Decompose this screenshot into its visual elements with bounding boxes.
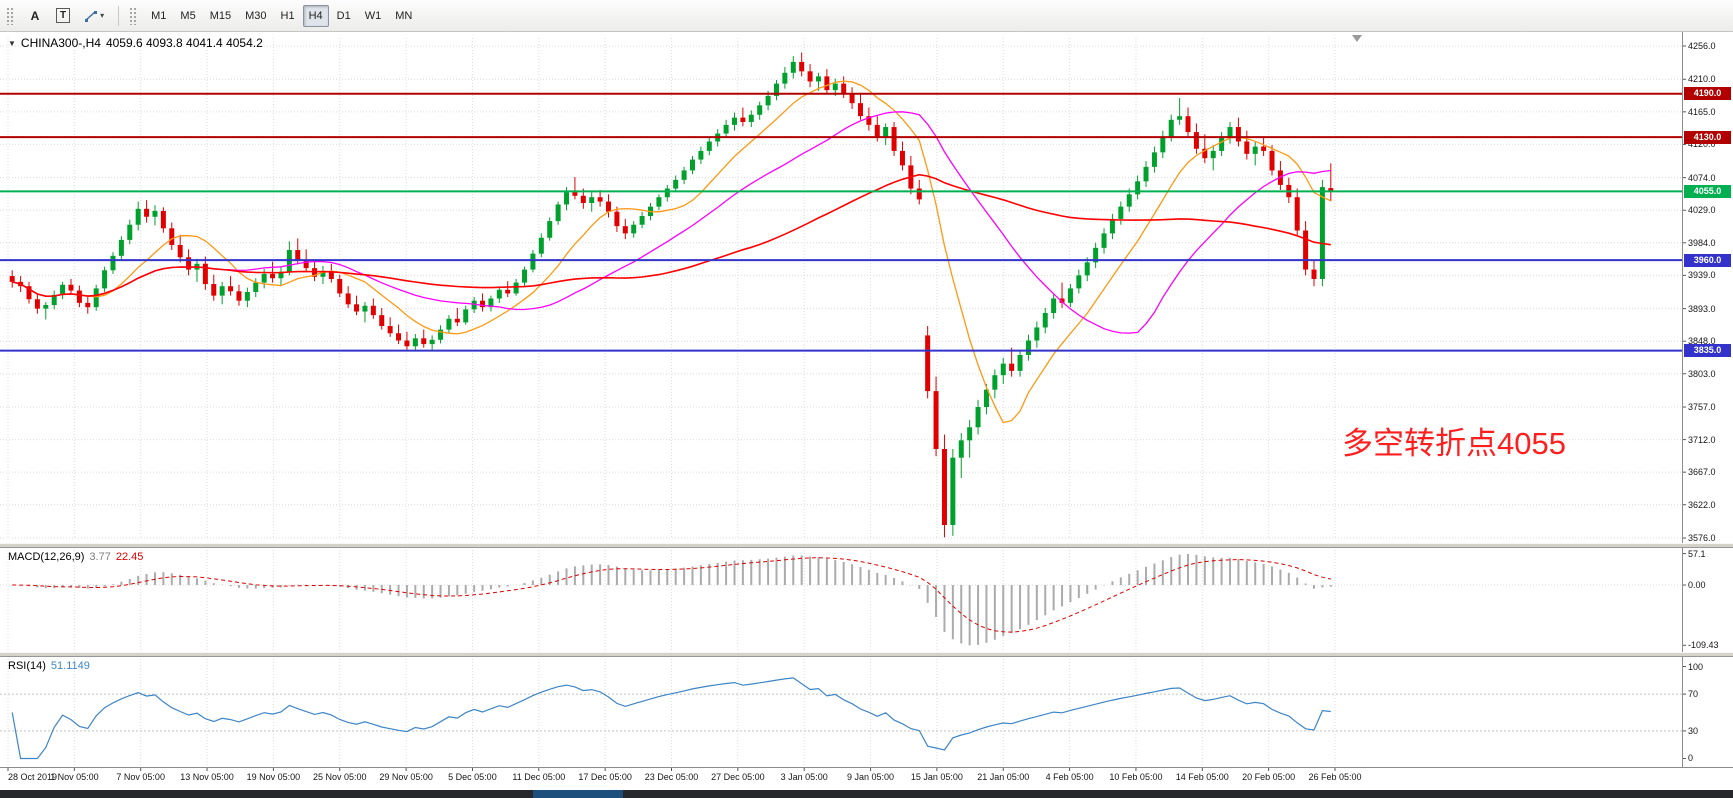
rsi-line	[11, 677, 1331, 760]
toolbar: A T ▾ M1 M5 M15 M30 H1 H4 D1 W1 MN	[0, 0, 1733, 32]
timeframe-m15-button[interactable]: M15	[209, 9, 232, 22]
time-axis-label: 23 Dec 05:00	[644, 772, 699, 782]
timeframe-mn-button[interactable]: MN	[395, 9, 413, 22]
timeframe-group: M1 M5 M15 M30 H1 H4 D1 W1 MN	[145, 4, 418, 27]
price-axis-label: 3667.0	[1688, 467, 1716, 478]
price-axis-label: 4120.0	[1688, 139, 1716, 150]
time-axis-label: 29 Nov 05:00	[379, 772, 433, 782]
panel-separator-rsi[interactable]	[0, 652, 1733, 657]
price-axis-label: 3848.0	[1688, 336, 1716, 347]
time-axis-label: 14 Feb 05:00	[1175, 772, 1229, 782]
time-axis-label: 15 Jan 05:00	[910, 772, 963, 782]
price-axis-label: 4210.0	[1688, 74, 1716, 85]
moving-averages	[12, 80, 1332, 424]
rsi-panel-label: RSI(14) 51.1149	[8, 660, 90, 672]
timeframe-h4-button[interactable]: H4	[302, 4, 329, 27]
time-axis-label: 3 Jan 05:00	[780, 772, 828, 782]
time-axis-label: 27 Dec 05:00	[711, 772, 765, 782]
chart-annotation[interactable]: 多空转折点4055	[1342, 426, 1566, 461]
time-axis-label: 5 Dec 05:00	[448, 772, 497, 782]
rsi-axis-label: 70	[1688, 689, 1699, 700]
panel-separator-macd[interactable]	[0, 543, 1733, 548]
toolbar-gripper-timeframes[interactable]	[129, 6, 139, 25]
price-tag: 3960.0	[1684, 253, 1731, 267]
macd-value-signal: 22.45	[115, 551, 144, 563]
time-axis-label: 9 Jan 05:00	[847, 772, 895, 782]
time-axis-label: 19 Nov 05:00	[246, 772, 301, 782]
rsi-axis-label: 100	[1688, 661, 1704, 672]
price-axis-separator	[1682, 32, 1683, 767]
shapes-dropdown-button[interactable]: ▾	[78, 5, 110, 27]
macd-value-main: 3.77	[89, 551, 111, 563]
taskbar-accent	[533, 790, 623, 798]
price-tag: 3835.0	[1684, 344, 1731, 358]
price-axis-label: 3576.0	[1688, 533, 1716, 543]
toolbar-separator	[118, 5, 120, 26]
price-axis-label: 4029.0	[1688, 205, 1716, 216]
timeframe-h1-button[interactable]: H1	[280, 9, 295, 22]
time-axis-label: 1 Nov 05:00	[50, 772, 99, 782]
time-axis-label: 7 Nov 05:00	[116, 772, 165, 782]
price-axis-label: 4074.0	[1688, 172, 1716, 183]
price-axis-label: 3757.0	[1688, 402, 1716, 413]
time-axis-label: 4 Feb 05:00	[1045, 772, 1094, 782]
time-axis-label: 13 Nov 05:00	[180, 772, 234, 782]
chart-collapse-icon[interactable]: ▼	[8, 38, 16, 48]
chart-symbol: CHINA300-,H4	[20, 36, 101, 50]
dropdown-caret-icon: ▾	[100, 11, 105, 20]
rsi-title: RSI(14)	[8, 660, 46, 672]
macd-panel-label: MACD(12,26,9) 3.77 22.45	[8, 551, 143, 563]
price-axis-label: 3984.0	[1688, 237, 1716, 248]
macd-axis-label: 0.00	[1688, 580, 1706, 591]
price-axis-label: 3712.0	[1688, 434, 1716, 445]
price-tag: 4130.0	[1684, 130, 1731, 144]
macd-plot	[0, 553, 1686, 646]
gridlines	[0, 38, 1686, 771]
time-axis-label: 20 Feb 05:00	[1242, 772, 1296, 782]
price-axis-label: 4256.0	[1688, 41, 1716, 51]
time-axis-label: 17 Dec 05:00	[578, 772, 632, 782]
text-label-tool-button[interactable]: T	[50, 5, 76, 27]
timeframe-m5-button[interactable]: M5	[180, 9, 196, 22]
time-axis-label: 26 Feb 05:00	[1308, 772, 1362, 782]
macd-title: MACD(12,26,9)	[8, 551, 85, 563]
price-axis-label: 3893.0	[1688, 303, 1716, 314]
chart-header: ▼ CHINA300-,H4 4059.6 4093.8 4041.4 4054…	[8, 36, 263, 50]
price-axis-label: 3803.0	[1688, 368, 1716, 379]
time-axis-label: 10 Feb 05:00	[1109, 772, 1163, 782]
macd-axis-label: 57.1	[1688, 548, 1706, 559]
time-axis-label: 21 Jan 05:00	[977, 772, 1030, 782]
price-tag: 4055.0	[1684, 184, 1731, 198]
ma-slow-line	[12, 173, 1331, 298]
text-tool-button[interactable]: A	[30, 8, 40, 23]
rsi-value: 51.1149	[50, 660, 90, 672]
taskbar-strip	[0, 790, 1733, 798]
text-label-icon: T	[56, 8, 71, 23]
rsi-axis-label: 30	[1688, 725, 1699, 736]
toolbar-gripper-tools[interactable]	[6, 6, 15, 25]
price-axis-label: 3939.0	[1688, 270, 1716, 281]
price-tag: 4190.0	[1684, 87, 1731, 101]
time-axis-label: 28 Oct 2019	[8, 772, 58, 782]
timeframe-m1-button[interactable]: M1	[151, 9, 167, 22]
chart-ohlc: 4059.6 4093.8 4041.4 4054.2	[105, 36, 263, 50]
level-lines	[0, 92, 1682, 352]
time-axis-label: 25 Nov 05:00	[312, 772, 367, 782]
timeframe-w1-button[interactable]: W1	[364, 9, 382, 22]
time-axis-label: 11 Dec 05:00	[512, 772, 566, 782]
rsi-plot	[0, 666, 1686, 760]
timeframe-d1-button[interactable]: D1	[336, 9, 351, 22]
chart-shift-marker-icon[interactable]	[1352, 35, 1362, 42]
price-axis-label: 3622.0	[1688, 499, 1716, 510]
rsi-axis-label: 0	[1688, 753, 1694, 764]
trendline-shapes-icon	[85, 10, 98, 22]
ma-fast-line	[12, 80, 1332, 424]
price-axis-label: 4165.0	[1688, 106, 1716, 117]
time-axis-line	[0, 767, 1733, 768]
macd-axis-label: -109.43	[1688, 640, 1719, 651]
timeframe-m30-button[interactable]: M30	[245, 9, 267, 22]
